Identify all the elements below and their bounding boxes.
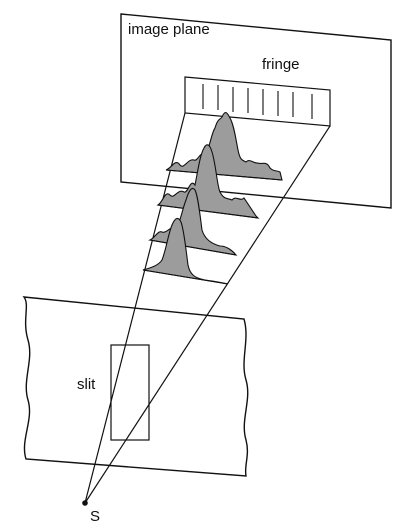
source: S [82, 500, 100, 525]
fringe-bars [202, 84, 313, 119]
slit-label: slit [77, 376, 96, 393]
intensity-profile-2 [156, 144, 260, 219]
fringe-label: fringe [262, 56, 300, 73]
intensity-profile-1 [165, 112, 283, 181]
source-point [82, 500, 88, 506]
slit-screen: slit [22, 296, 249, 477]
light-rays [84, 112, 331, 504]
fringe: fringe [184, 56, 331, 127]
slit-opening [110, 344, 150, 441]
source-label: S [90, 508, 100, 525]
intensity-profile-4 [142, 217, 229, 285]
image-plane-label: image plane [128, 21, 210, 38]
ray-right [84, 125, 331, 504]
intensity-profiles [142, 112, 283, 285]
ray-left [84, 112, 186, 504]
